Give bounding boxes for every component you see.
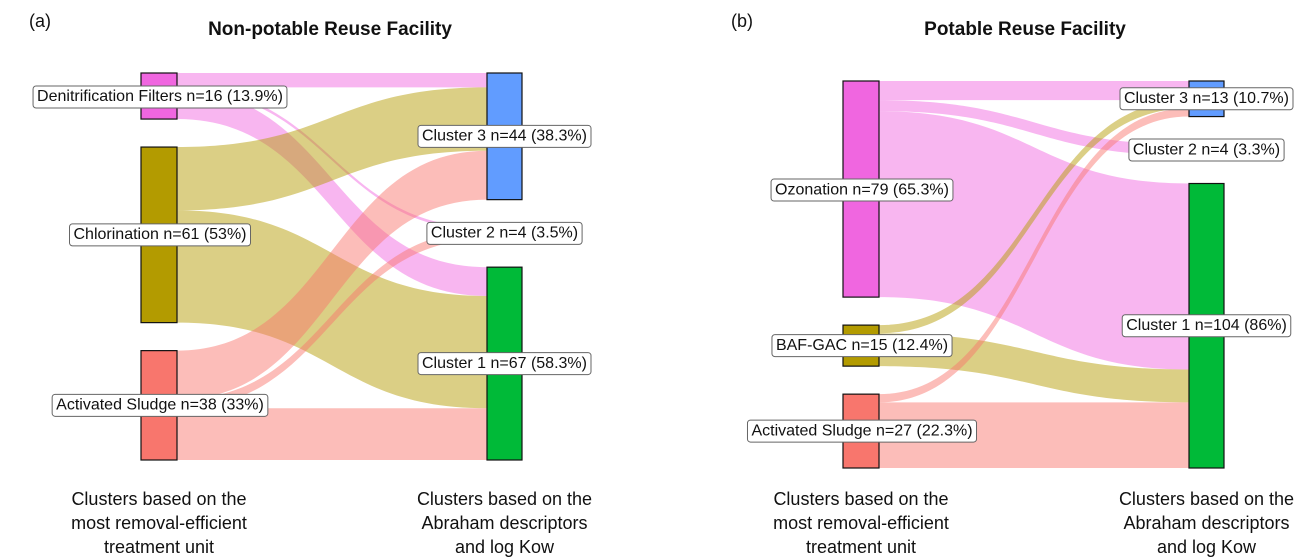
target-caption: Abraham descriptors (421, 513, 587, 533)
flow (177, 150, 487, 400)
node-label-text: Cluster 3 n=44 (38.3%) (422, 128, 587, 145)
flow (879, 81, 1189, 101)
flow (879, 402, 1189, 468)
flow (177, 87, 487, 231)
flow (177, 230, 487, 409)
target-caption: Abraham descriptors (1123, 513, 1289, 533)
panel-title: Non-potable Reuse Facility (208, 19, 452, 40)
node-label-box (69, 223, 251, 247)
node-label: Cluster 3 n=44 (38.3%) (417, 124, 592, 148)
source-caption: most removal-efficient (773, 513, 949, 533)
node-label-box (32, 85, 288, 109)
node-label: Cluster 1 n=67 (58.3%) (417, 352, 592, 376)
node-label-text: Cluster 1 n=104 (86%) (1126, 317, 1287, 334)
node-label: Cluster 2 n=4 (3.5%) (426, 221, 583, 245)
node-label-box (417, 352, 592, 376)
source-caption: treatment unit (104, 537, 214, 557)
node-label-text: Activated Sludge n=38 (33%) (56, 397, 264, 414)
flow (879, 111, 1189, 370)
flow (177, 408, 487, 460)
node-label: Denitrification Filters n=16 (13.9%) (32, 85, 288, 109)
panel-label: (b) (731, 11, 753, 31)
node-label-text: Cluster 2 n=4 (3.5%) (431, 225, 578, 242)
source-caption: treatment unit (806, 537, 916, 557)
node-label-box (1128, 138, 1285, 162)
flow (177, 210, 487, 409)
source-caption: most removal-efficient (71, 513, 247, 533)
flow (177, 73, 487, 88)
target-caption: Clusters based on the (417, 489, 592, 509)
node-label-box (1121, 314, 1292, 338)
node-label: BAF-GAC n=15 (12.4%) (771, 334, 953, 358)
node-label-box (51, 393, 269, 417)
panel: (a) Non-potable Reuse Facility Denitrifica… (29, 11, 592, 557)
flow (177, 87, 487, 211)
node-label-box (771, 334, 953, 358)
links (177, 73, 487, 460)
target-caption: and log Kow (1157, 537, 1257, 557)
node-label-text: Cluster 3 n=13 (10.7%) (1124, 90, 1289, 107)
node-label: Cluster 2 n=4 (3.3%) (1128, 138, 1285, 162)
panel-title: Potable Reuse Facility (924, 19, 1126, 40)
panel-label: (a) (29, 11, 51, 31)
flow (879, 108, 1189, 403)
source-caption: Clusters based on the (773, 489, 948, 509)
flow (879, 100, 1189, 156)
node-label-text: Cluster 1 n=67 (58.3%) (422, 355, 587, 372)
target-caption: Clusters based on the (1119, 489, 1294, 509)
node-label: Activated Sludge n=38 (33%) (51, 393, 269, 417)
node-label-text: Denitrification Filters n=16 (13.9%) (37, 88, 283, 105)
node-label: Ozonation n=79 (65.3%) (770, 178, 954, 202)
node-label-text: Ozonation n=79 (65.3%) (775, 181, 949, 198)
node-label-box (746, 419, 978, 443)
links (879, 81, 1189, 468)
node-label-text: Activated Sludge n=27 (22.3%) (751, 422, 972, 439)
node-label: Activated Sludge n=27 (22.3%) (746, 419, 978, 443)
node-label-box (1119, 87, 1294, 111)
node-label-box (417, 124, 592, 148)
node-label: Chlorination n=61 (53%) (69, 223, 251, 247)
node-label: Cluster 3 n=13 (10.7%) (1119, 87, 1294, 111)
flow (879, 100, 1189, 334)
source-caption: Clusters based on the (71, 489, 246, 509)
node-label-box (770, 178, 954, 202)
node-label-text: Cluster 2 n=4 (3.3%) (1133, 141, 1280, 158)
target-caption: and log Kow (455, 537, 555, 557)
node-label-text: BAF-GAC n=15 (12.4%) (776, 337, 948, 354)
flow (177, 90, 487, 296)
panel: (b) Potable Reuse Facility Ozonation n=79 … (731, 11, 1294, 557)
flow (879, 333, 1189, 403)
node-label: Cluster 1 n=104 (86%) (1121, 314, 1292, 338)
node-label-box (426, 221, 583, 245)
node-label-text: Chlorination n=61 (53%) (74, 226, 247, 243)
